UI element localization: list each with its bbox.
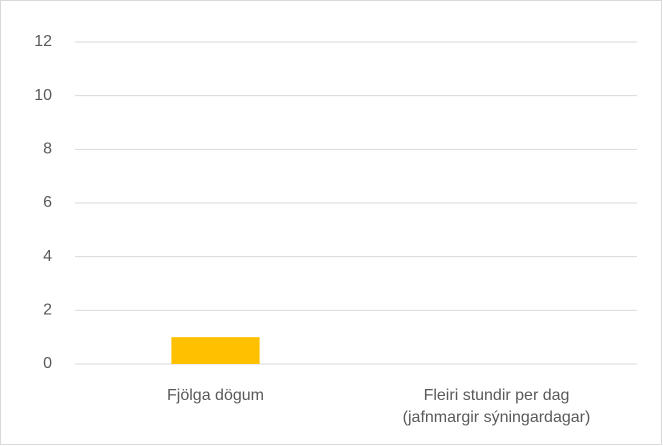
y-tick-label: 2 (43, 302, 52, 319)
y-tick-label: 10 (34, 87, 52, 104)
x-tick-label: Fleiri stundir per dag (jafnmargir sýning… (403, 387, 591, 426)
y-tick-label: 4 (43, 248, 52, 265)
y-tick-label: 12 (34, 33, 52, 50)
y-tick-label: 0 (43, 355, 52, 372)
bar (171, 337, 260, 364)
y-tick-label: 6 (43, 194, 52, 211)
x-tick-label: Fjölga dögum (167, 387, 264, 404)
y-tick-label: 8 (43, 141, 52, 158)
